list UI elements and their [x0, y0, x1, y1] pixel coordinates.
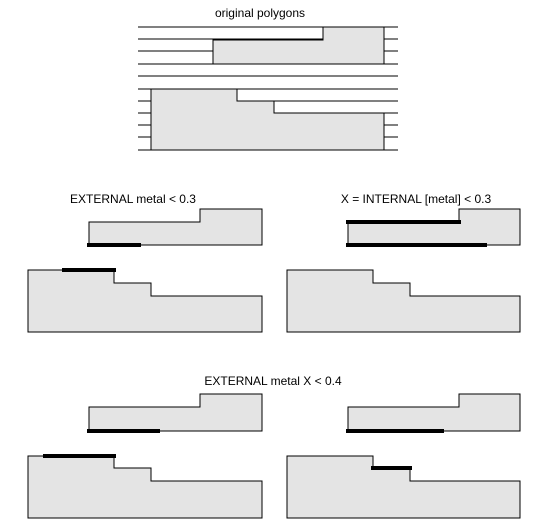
metal-top-polygon [88, 393, 263, 432]
metal-top-polygon [88, 208, 263, 246]
metal-top-polygon [347, 208, 521, 246]
original-bottom-polygon [150, 88, 385, 151]
metal-bottom-polygon [286, 455, 521, 519]
title-external-metal-x: EXTERNAL metal X < 0.4 [204, 374, 342, 388]
external-metal-panel [27, 208, 263, 333]
title-external-metal: EXTERNAL metal < 0.3 [70, 192, 196, 206]
metal-bottom-polygon [27, 455, 263, 519]
metal-top-polygon [347, 393, 521, 432]
internal-metal-panel [286, 208, 521, 333]
title-original-polygons: original polygons [214, 6, 306, 20]
external-metal-x-left-panel [27, 393, 263, 519]
external-metal-x-right-panel [286, 393, 521, 519]
original-top-polygon [212, 26, 385, 65]
metal-bottom-polygon [27, 269, 263, 333]
original-polygons-panel [138, 26, 398, 151]
title-internal-metal: X = INTERNAL [metal] < 0.3 [340, 192, 492, 206]
metal-bottom-polygon [286, 269, 521, 333]
